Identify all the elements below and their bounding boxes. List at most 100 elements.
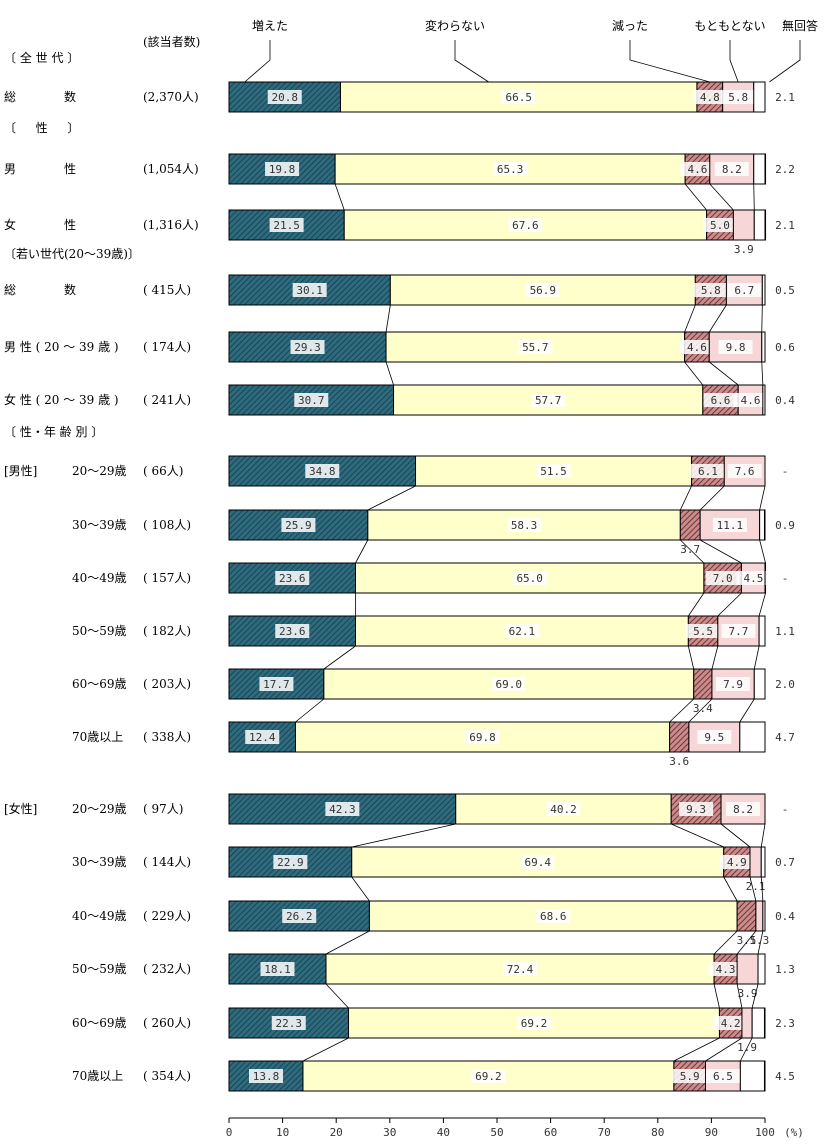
data-label: 4.8	[700, 91, 720, 104]
data-label-bg	[294, 393, 329, 407]
connector-line	[757, 930, 764, 955]
row-count: ( 97人)	[143, 802, 183, 816]
no-answer-label: 1.1	[775, 625, 795, 638]
connector-line	[367, 485, 416, 511]
data-label: 4.9	[727, 856, 747, 869]
no-answer-label: 4.7	[775, 731, 795, 744]
connector-line	[325, 930, 370, 955]
bar-segment	[751, 1007, 765, 1039]
bar-row: 30.1 56.9 5.8 6.7 0.5	[228, 274, 795, 306]
no-answer-label: 4.5	[775, 1070, 795, 1083]
legend-leader-line	[454, 40, 489, 83]
data-label: 2.1	[746, 880, 766, 893]
data-label: 7.9	[723, 678, 743, 691]
no-answer-label: 2.3	[775, 1017, 795, 1030]
data-label-bg	[726, 802, 761, 816]
data-label: 65.0	[516, 572, 543, 585]
row-count: (1,054人)	[143, 162, 199, 176]
data-label-bg	[508, 218, 543, 232]
data-label-bg	[727, 464, 762, 478]
no-answer-label: 0.4	[775, 910, 795, 923]
connector-line	[679, 485, 692, 511]
data-label: 8.2	[722, 163, 742, 176]
row-count: ( 241人)	[143, 393, 191, 407]
data-label-bg	[491, 677, 526, 691]
bar-frame	[228, 153, 766, 185]
data-label-bg	[531, 393, 566, 407]
row-count: ( 260人)	[143, 1016, 191, 1030]
tick-label: 10	[276, 1126, 289, 1139]
connector-line	[711, 645, 719, 670]
data-label: 4.6	[741, 394, 761, 407]
no-answer-label: 2.1	[775, 91, 795, 104]
bar-frame	[228, 793, 766, 825]
data-label-bg	[713, 1016, 748, 1030]
row-label: 20～29歳	[72, 464, 127, 478]
data-label: 62.1	[509, 625, 536, 638]
bar-row: 18.1 72.4 4.33.9 1.3	[228, 953, 795, 1000]
data-label-bg	[690, 464, 725, 478]
data-label-bg	[273, 855, 308, 869]
data-label-bg	[672, 1069, 707, 1083]
data-label: 3.4	[693, 702, 713, 715]
data-label: 26.2	[286, 910, 313, 923]
group-title: 〔 性 〕	[4, 121, 79, 135]
data-label-bg	[727, 283, 762, 297]
row-label: 40～49歳	[72, 571, 127, 585]
bar-segment	[736, 900, 757, 932]
bar-frame	[228, 509, 766, 541]
data-label-bg	[281, 518, 316, 532]
connector-line	[680, 539, 705, 564]
connector-line	[753, 645, 760, 670]
bar-segment	[669, 721, 690, 753]
data-label: 65.3	[497, 163, 524, 176]
data-label: 67.6	[512, 219, 539, 232]
bar-row: 21.5 67.6 5.0 3.9 2.1	[228, 209, 795, 256]
data-label-bg	[712, 518, 747, 532]
data-label-bg	[536, 909, 571, 923]
data-label: 7.0	[713, 572, 733, 585]
bar-segment	[753, 209, 767, 241]
connector-line	[749, 876, 757, 902]
data-label: 23.6	[279, 625, 306, 638]
bar-frame	[228, 900, 766, 932]
data-label: 55.7	[522, 341, 549, 354]
data-label-bg	[325, 802, 360, 816]
data-label: 4.5	[744, 572, 764, 585]
data-label-bg	[705, 1069, 740, 1083]
data-label: 17.7	[263, 678, 290, 691]
data-label: 12.4	[249, 731, 276, 744]
data-label: 5.8	[701, 284, 721, 297]
connector-line	[760, 823, 766, 848]
bar-segment	[757, 953, 766, 985]
bar-segment	[732, 209, 755, 241]
data-label-bg	[471, 1069, 506, 1083]
bar-row: 26.2 68.6 3.51.3 0.4	[228, 900, 795, 947]
row-count: (1,316人)	[143, 218, 199, 232]
data-label-bg	[507, 518, 542, 532]
data-label-bg	[269, 218, 304, 232]
legend-label: 変わらない	[425, 18, 485, 33]
no-answer-label: 0.7	[775, 856, 795, 869]
connector-line	[723, 876, 738, 902]
data-label-bg	[708, 962, 743, 976]
data-label: 3.9	[734, 243, 754, 256]
data-label-bg	[248, 1069, 283, 1083]
row-label: 30～39歳	[72, 855, 127, 869]
data-label-bg	[516, 1016, 551, 1030]
data-label-bg	[736, 571, 771, 585]
bar-row: 23.6 62.1 5.5 7.7 1.1	[228, 615, 795, 647]
respondents-header: (該当者数)	[143, 34, 200, 49]
data-label-bg	[716, 677, 751, 691]
connector-line	[684, 361, 704, 386]
row-label: 女 性 ( 20 ～ 39 歳 )	[4, 392, 119, 407]
legend-label: 増えた	[252, 19, 288, 33]
bar-segment	[736, 953, 759, 985]
data-label-bg	[702, 218, 737, 232]
connector-line	[673, 1037, 720, 1062]
row-count: (2,370人)	[143, 90, 199, 104]
data-label-bg	[504, 624, 539, 638]
bar-frame	[228, 1007, 766, 1039]
bar-segment	[755, 900, 764, 932]
connector-line	[334, 183, 345, 211]
